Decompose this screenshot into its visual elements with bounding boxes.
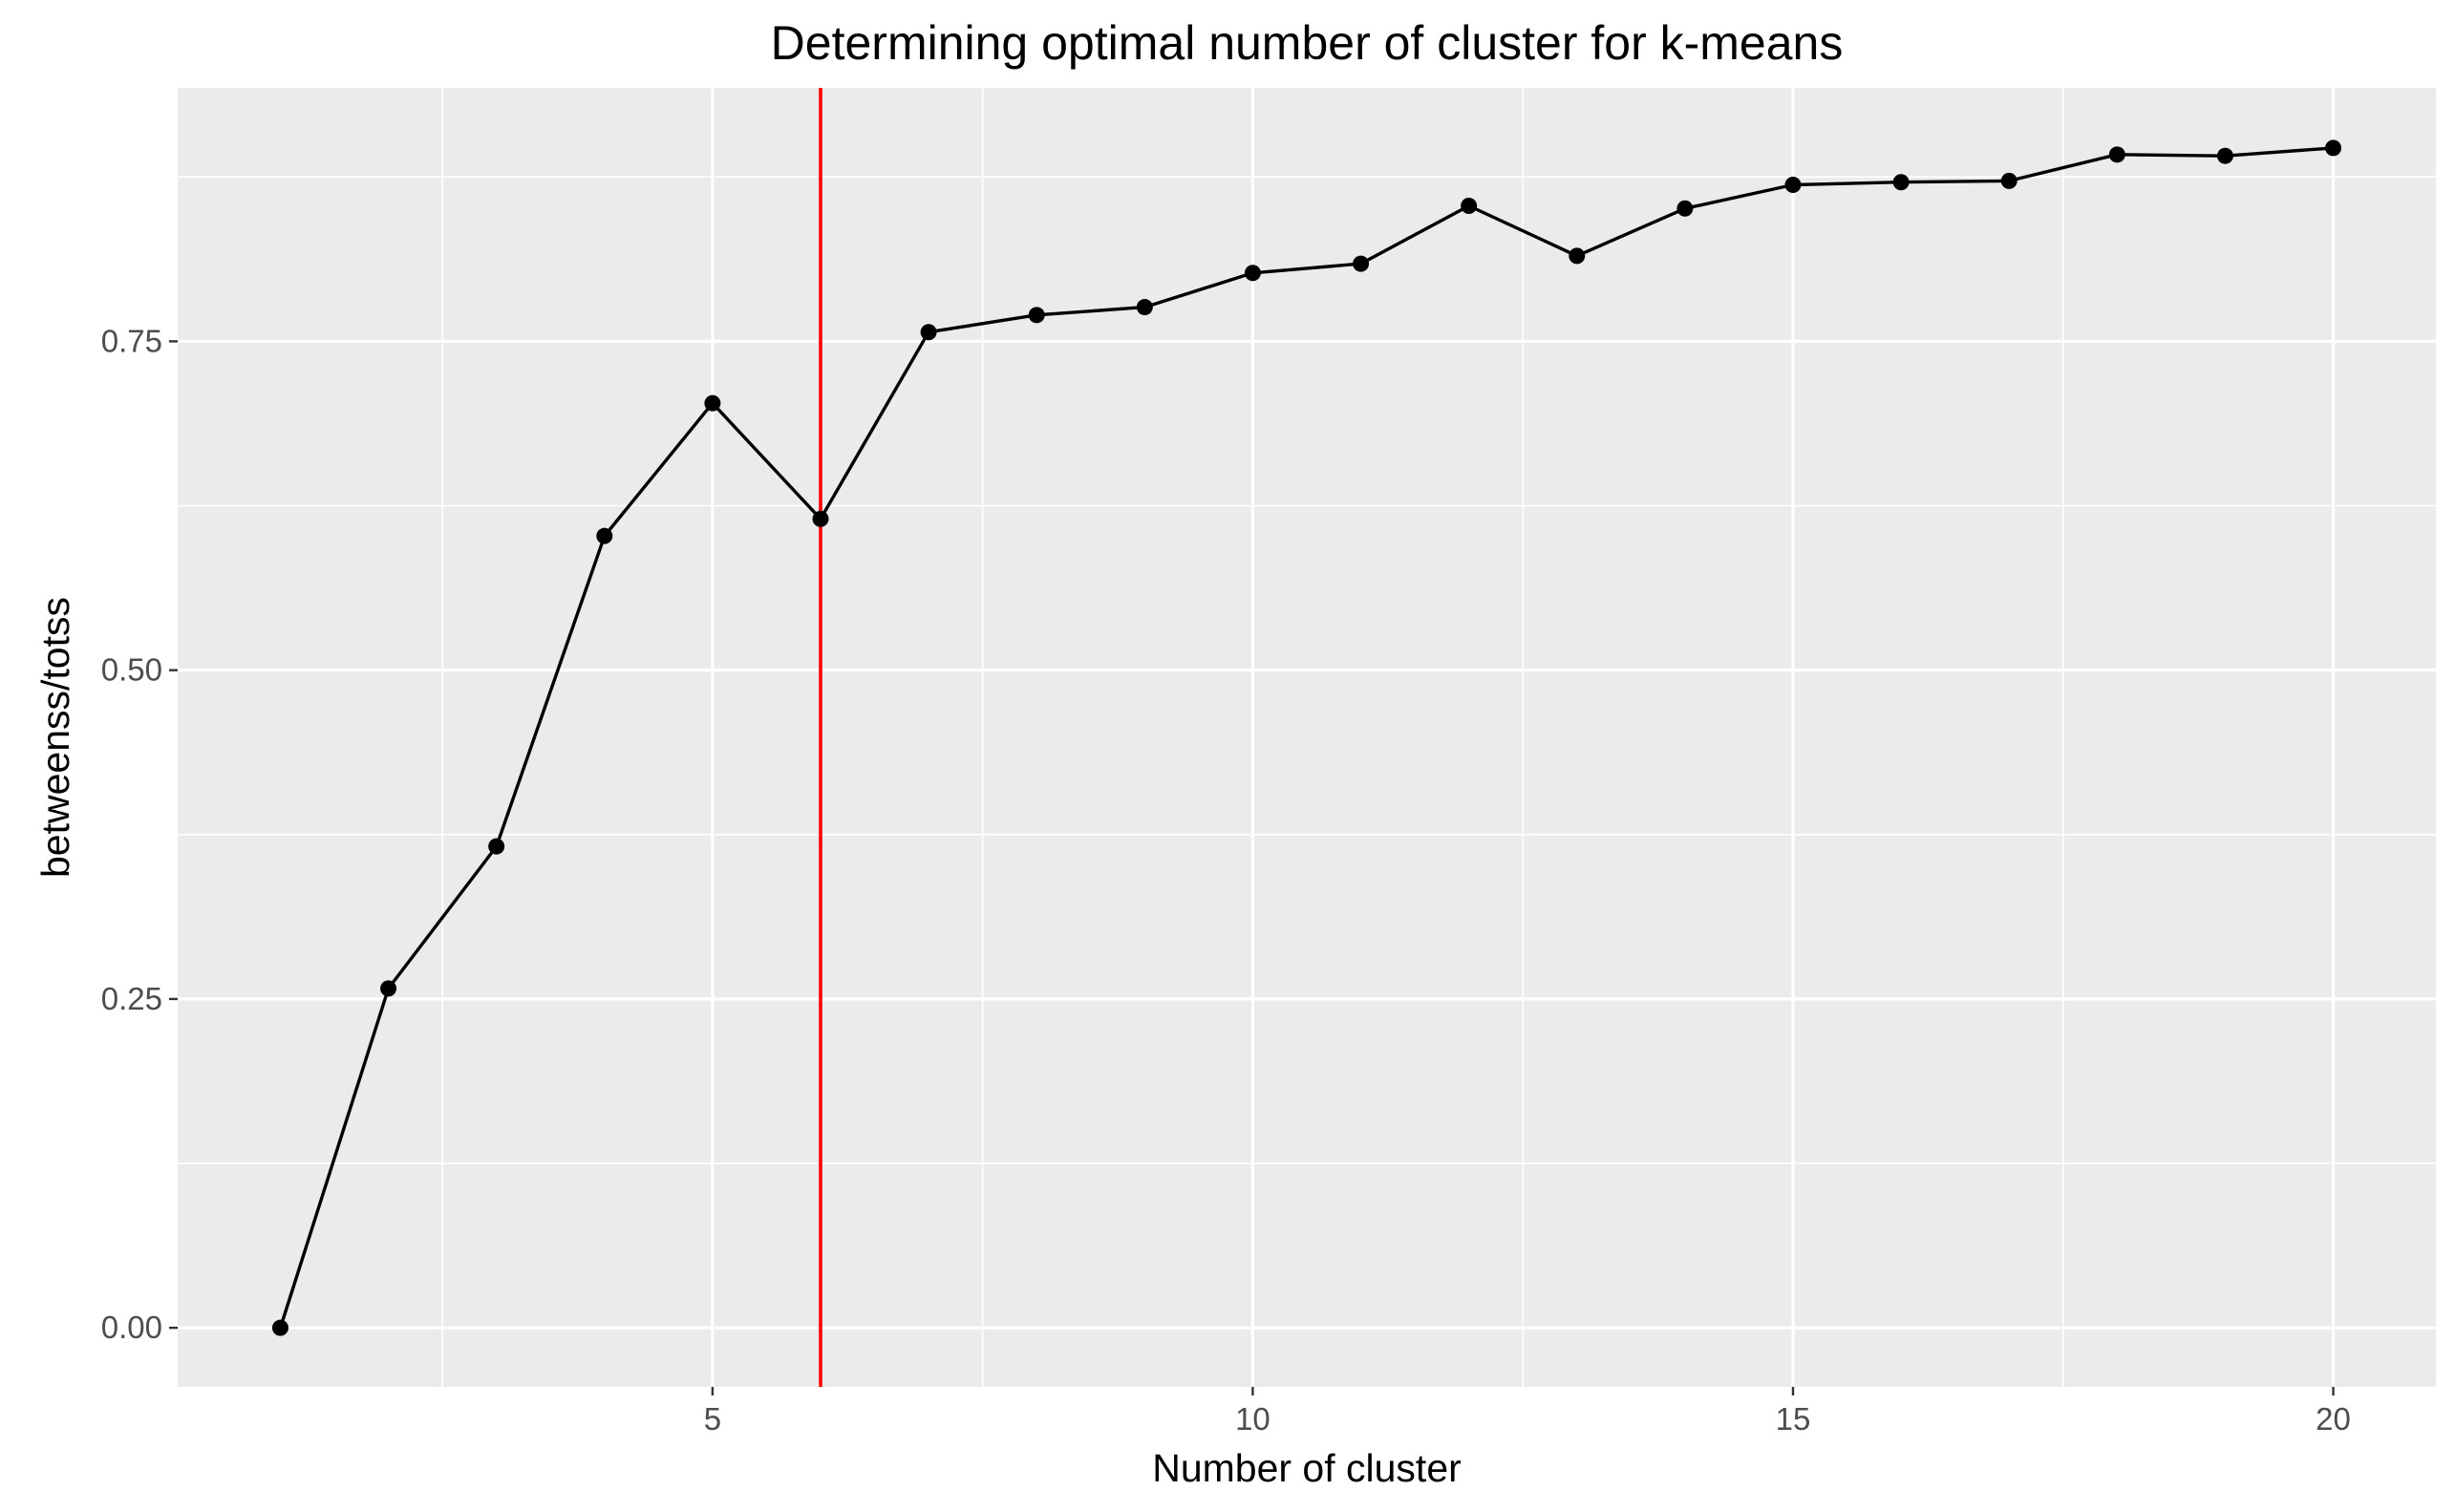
minor-grid	[178, 88, 2436, 1387]
data-point	[1136, 299, 1153, 316]
major-grid	[178, 88, 2436, 1387]
axes: 5 10 15 20 0.00 0.25 0.50 0.75	[101, 323, 2351, 1437]
data-point	[1676, 200, 1694, 217]
data-point	[2000, 172, 2017, 189]
data-point	[488, 838, 505, 855]
x-tick-label: 15	[1776, 1401, 1811, 1437]
series-line	[278, 146, 2334, 1329]
data-point	[271, 1319, 288, 1336]
data-point	[1569, 247, 1586, 265]
chart-title: Determining optimal number of cluster fo…	[771, 16, 1844, 70]
data-point	[704, 394, 721, 412]
data-point	[596, 527, 613, 544]
data-point	[1028, 307, 1045, 324]
series-layer	[271, 139, 2342, 1336]
y-tick-label: 0.50	[101, 652, 162, 688]
data-point	[1784, 176, 1802, 193]
data-point	[920, 324, 937, 341]
y-tick-label: 0.00	[101, 1310, 162, 1345]
x-tick-label: 20	[2316, 1401, 2351, 1437]
data-point	[1892, 174, 1910, 191]
y-tick-label: 0.25	[101, 981, 162, 1016]
y-tick-label: 0.75	[101, 323, 162, 358]
data-point	[1244, 265, 1261, 282]
data-point	[380, 980, 397, 997]
y-axis-title: betweenss/totss	[33, 597, 77, 878]
data-point	[2108, 146, 2125, 163]
data-point	[2216, 147, 2233, 164]
x-tick-label: 10	[1235, 1401, 1270, 1437]
data-point	[812, 510, 829, 527]
data-point	[2325, 139, 2342, 157]
data-point	[1461, 198, 1478, 215]
x-axis-title: Number of cluster	[1152, 1446, 1462, 1490]
x-tick-label: 5	[704, 1401, 721, 1437]
data-point	[1353, 255, 1370, 272]
plot-panel	[178, 88, 2436, 1387]
